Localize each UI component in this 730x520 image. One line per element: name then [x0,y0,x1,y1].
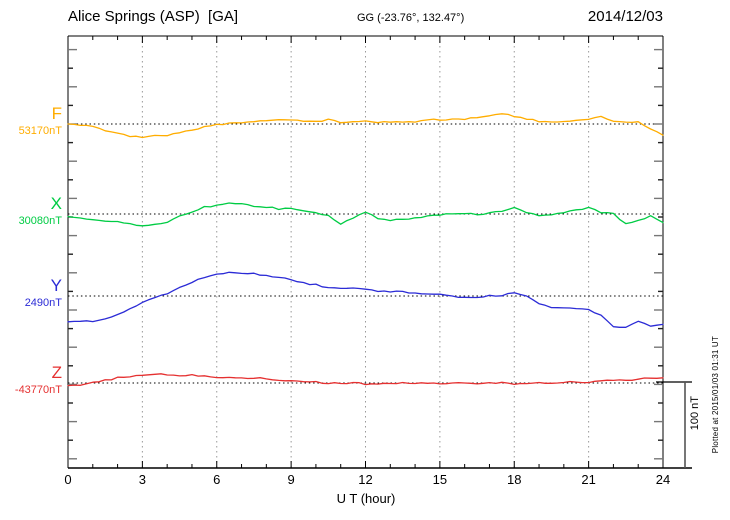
channel-label-y: Y 2490nT [0,277,62,309]
channel-x-baseline-value: 30080nT [18,215,62,227]
scale-bar-label: 100 nT [689,396,701,431]
channel-label-x: X 30080nT [0,195,62,227]
x-tick-label-3: 3 [138,472,146,487]
channel-f-name: F [51,104,62,123]
plot-date: 2014/12/03 [587,8,663,25]
x-tick-label-21: 21 [581,472,596,487]
channel-label-z: Z -43770nT [0,364,62,396]
channel-y-name: Y [50,276,62,295]
x-tick-label-12: 12 [358,472,373,487]
channel-label-f: F 53170nT [0,105,62,137]
x-tick-label-15: 15 [432,472,448,487]
x-tick-label-9: 9 [287,472,295,487]
x-axis-title: U T (hour) [336,491,396,506]
x-tick-label-18: 18 [507,472,522,487]
x-tick-label-24: 24 [655,472,671,487]
channel-y-baseline-value: 2490nT [24,297,62,309]
station-title: Alice Springs (ASP) [GA] [68,8,239,25]
x-tick-label-0: 0 [64,472,72,487]
plotted-at-watermark: Plotted at 2015/01/03 01:31 UT [711,336,720,454]
channel-z-baseline-value: -43770nT [14,384,62,396]
geographic-coordinates: GG (-23.76°, 132.47°) [357,12,465,24]
channel-z-name: Z [51,363,62,382]
channel-x-name: X [50,194,62,213]
channel-f-baseline-value: 53170nT [18,125,62,137]
x-tick-label-6: 6 [213,472,221,487]
